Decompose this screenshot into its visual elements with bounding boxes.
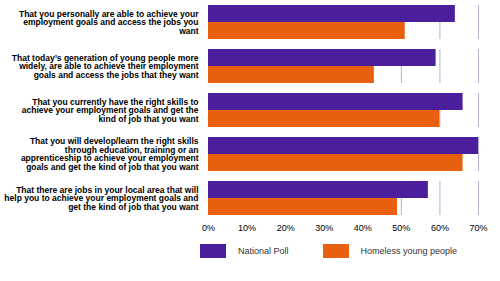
- svg-text:30%: 30%: [315, 223, 333, 233]
- svg-text:That you currently have the ri: That you currently have the right skills…: [22, 97, 199, 124]
- svg-text:0%: 0%: [202, 223, 215, 233]
- svg-text:50%: 50%: [392, 223, 410, 233]
- svg-text:That there are jobs in your lo: That there are jobs in your local area t…: [4, 185, 198, 212]
- svg-text:10%: 10%: [238, 223, 256, 233]
- svg-text:That you personally are able t: That you personally are able to achieve …: [19, 9, 199, 36]
- svg-text:That today’s generation of you: That today’s generation of young people …: [12, 53, 199, 80]
- svg-text:40%: 40%: [354, 223, 372, 233]
- html-text:Homeless young people: Homeless young people: [360, 246, 458, 256]
- svg-text:20%: 20%: [277, 223, 295, 233]
- svg-text:60%: 60%: [431, 223, 449, 233]
- svg-text:That you will develop/learn th: That you will develop/learn the right sk…: [21, 136, 199, 172]
- html-text:National Poll: National Poll: [238, 246, 289, 256]
- svg-text:70%: 70%: [469, 223, 487, 233]
